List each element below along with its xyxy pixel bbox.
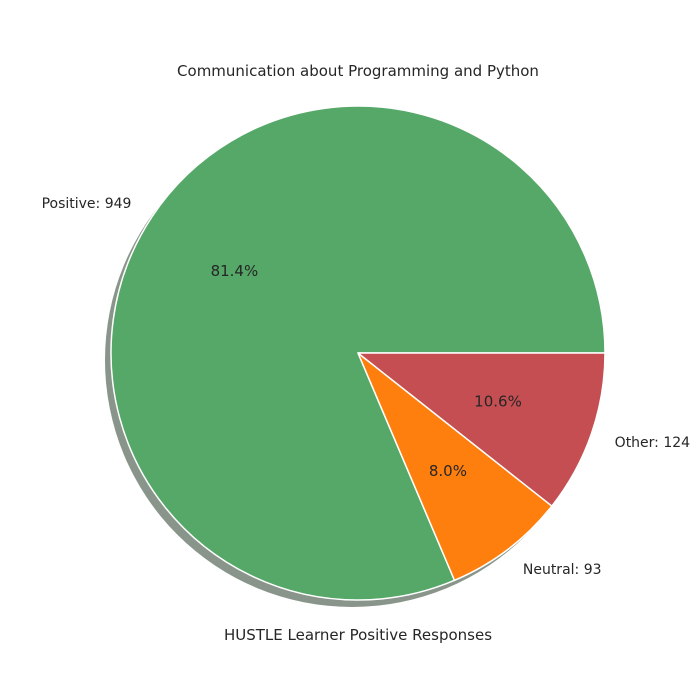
- slice-percent-positive: 81.4%: [211, 262, 259, 280]
- x-axis-label: HUSTLE Learner Positive Responses: [224, 626, 492, 644]
- slice-percent-other: 10.6%: [474, 393, 522, 411]
- pie-slices: [110, 105, 606, 601]
- pie-labels: Positive: 949 81.4% Neutral: 93 8.0% Other: …: [42, 196, 691, 578]
- slice-percent-neutral: 8.0%: [429, 462, 467, 480]
- pie-slice-other: [357, 352, 606, 507]
- slice-label-positive: Positive: 949: [42, 196, 132, 212]
- chart-title: Communication about Programming and Pyth…: [177, 62, 539, 80]
- pie-slice-neutral: [357, 352, 553, 582]
- slice-label-neutral: Neutral: 93: [523, 562, 602, 578]
- slice-label-other: Other: 124: [615, 435, 690, 451]
